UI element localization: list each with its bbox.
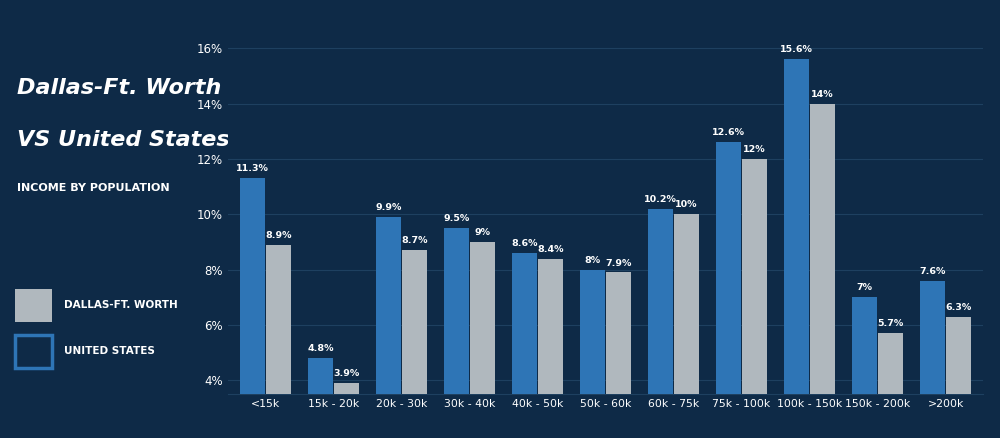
Text: 11.3%: 11.3%	[236, 164, 269, 173]
Text: 8.6%: 8.6%	[511, 239, 538, 248]
Text: 7.9%: 7.9%	[605, 258, 632, 268]
Bar	[402, 251, 427, 438]
Bar	[15, 335, 52, 368]
Bar	[580, 270, 605, 438]
Bar	[15, 289, 52, 322]
Text: 15.6%: 15.6%	[780, 46, 813, 54]
Text: 4.8%: 4.8%	[307, 344, 334, 353]
Text: 8%: 8%	[584, 256, 600, 265]
Text: 7%: 7%	[856, 283, 872, 293]
Text: INCOME BY POPULATION: INCOME BY POPULATION	[17, 184, 170, 193]
Text: Dallas-Ft. Worth: Dallas-Ft. Worth	[17, 78, 222, 98]
Text: 9.9%: 9.9%	[375, 203, 402, 212]
Text: 9.5%: 9.5%	[443, 214, 469, 223]
Text: 12%: 12%	[743, 145, 766, 154]
Bar	[444, 228, 469, 438]
Bar	[674, 214, 699, 438]
Bar	[716, 142, 741, 438]
Text: 14%: 14%	[811, 90, 834, 99]
Bar	[538, 259, 563, 438]
Bar	[648, 209, 673, 438]
Text: 8.4%: 8.4%	[537, 245, 564, 254]
Bar	[878, 333, 903, 438]
Bar	[920, 281, 945, 438]
Bar	[946, 317, 971, 438]
Text: 8.7%: 8.7%	[401, 237, 428, 245]
Text: 6.3%: 6.3%	[946, 303, 972, 312]
Text: 10.2%: 10.2%	[644, 195, 677, 204]
Text: 10%: 10%	[675, 201, 698, 209]
Bar	[308, 358, 333, 438]
Bar	[810, 104, 835, 438]
Bar	[266, 245, 291, 438]
Bar	[376, 217, 401, 438]
Text: 9%: 9%	[475, 228, 491, 237]
Text: 5.7%: 5.7%	[878, 319, 904, 328]
Text: UNITED STATES: UNITED STATES	[64, 346, 155, 356]
Text: 7.6%: 7.6%	[919, 267, 946, 276]
Text: DALLAS-FT. WORTH: DALLAS-FT. WORTH	[64, 300, 178, 310]
Bar	[852, 297, 877, 438]
Text: 8.9%: 8.9%	[265, 231, 292, 240]
Bar	[512, 253, 537, 438]
Bar	[606, 272, 631, 438]
Bar	[334, 383, 359, 438]
Text: 12.6%: 12.6%	[712, 128, 745, 138]
Bar	[784, 60, 809, 438]
Bar	[240, 178, 265, 438]
Bar	[742, 159, 767, 438]
Text: VS United States: VS United States	[17, 130, 230, 150]
Bar	[470, 242, 495, 438]
Text: 3.9%: 3.9%	[333, 369, 360, 378]
